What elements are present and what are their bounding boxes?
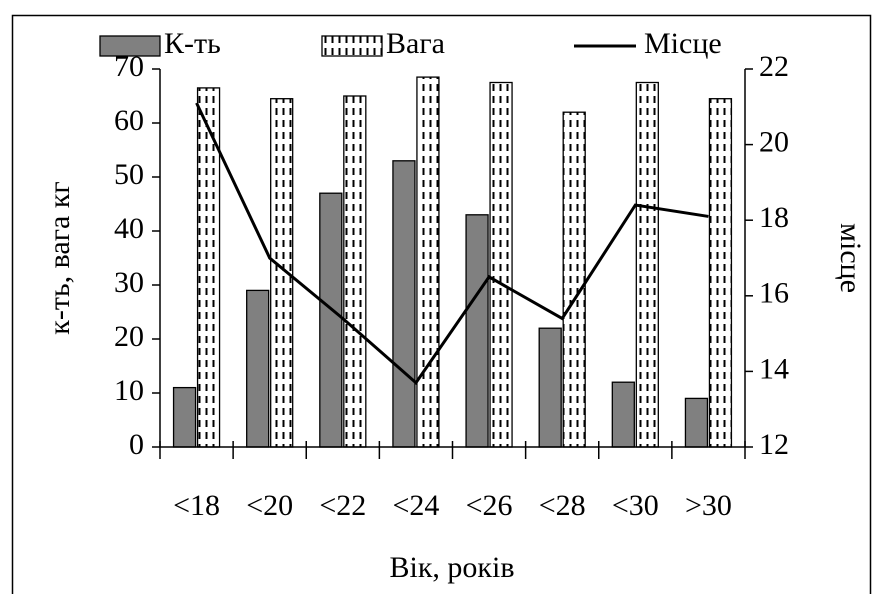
x-tick-label: <24	[392, 489, 439, 522]
bar	[465, 214, 489, 448]
frame	[11, 14, 872, 594]
bar	[416, 76, 440, 448]
y2-tick-label: 20	[759, 125, 789, 158]
y-tick-label: 0	[129, 428, 144, 461]
bar	[635, 81, 659, 448]
legend-label: К-ть	[164, 27, 221, 60]
bar	[172, 386, 197, 448]
y-tick-label: 20	[114, 320, 144, 353]
legend-label: Місце	[644, 27, 722, 60]
bar	[343, 95, 367, 448]
y-tick-label: 50	[114, 158, 144, 191]
x-tick-label: <28	[539, 489, 586, 522]
y-tick-label: 30	[114, 266, 144, 299]
y2-tick-label: 14	[759, 352, 789, 385]
y-tick-label: 10	[114, 374, 144, 407]
legend-label: Вага	[386, 27, 445, 60]
bar	[611, 381, 635, 448]
y2-tick-label: 12	[759, 428, 789, 461]
x-tick-label: <30	[612, 489, 659, 522]
y2-tick-label: 18	[759, 201, 789, 234]
y2-tick-label: 16	[759, 277, 789, 310]
bar	[538, 327, 562, 448]
x-tick-label: <22	[319, 489, 366, 522]
x-tick-label: <18	[173, 489, 220, 522]
x-axis-title: Вік, років	[390, 551, 515, 584]
legend-swatch	[99, 35, 161, 57]
line	[195, 102, 709, 385]
bar	[319, 192, 343, 448]
x-tick-label: <26	[466, 489, 513, 522]
legend-swatch	[321, 35, 383, 57]
bar	[684, 397, 709, 448]
y-tick-label: 40	[114, 212, 144, 245]
bar	[708, 98, 733, 448]
y-tick-label: 60	[114, 104, 144, 137]
y2-tick-label: 22	[759, 50, 789, 83]
y-axis-title: к-ть, вага кг	[43, 181, 76, 334]
x-tick-label: >30	[685, 489, 732, 522]
bar	[392, 160, 416, 448]
bar	[562, 111, 586, 448]
bar	[246, 289, 270, 448]
y2-axis-title: місце	[834, 223, 867, 293]
x-tick-label: <20	[246, 489, 293, 522]
bar	[489, 81, 513, 448]
